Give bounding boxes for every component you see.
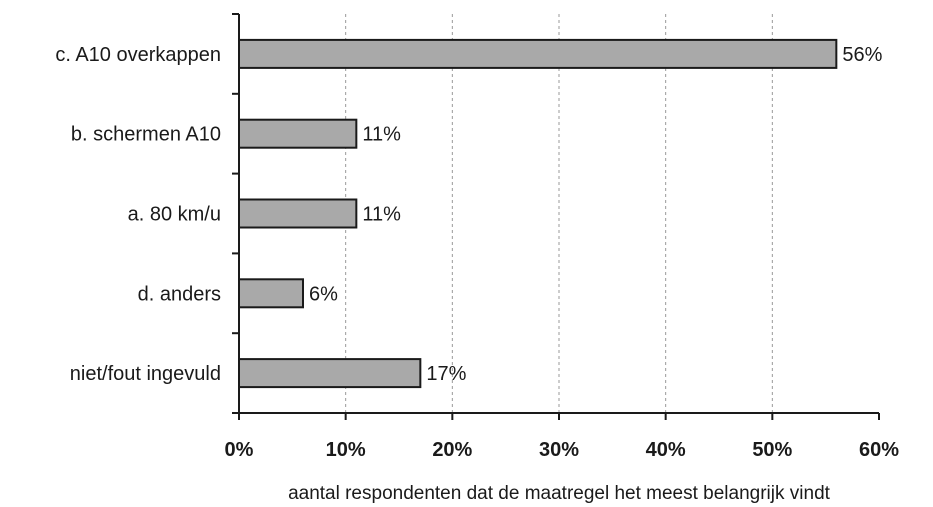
value-label: 11% (362, 124, 401, 146)
category-label: d. anders (138, 283, 221, 305)
bar (238, 38, 838, 69)
value-label: 11% (362, 204, 401, 226)
x-tick-label: 10% (326, 439, 366, 461)
axes (238, 14, 879, 414)
value-label: 17% (426, 363, 466, 385)
x-tick-label: 0% (225, 439, 254, 461)
grid-lines (232, 13, 880, 420)
x-tick-labels: 0% 10% 20% 30% 40% 50% 60% (225, 439, 900, 461)
bar (238, 358, 422, 389)
x-tick-label: 50% (752, 439, 792, 461)
x-tick-label: 60% (859, 439, 899, 461)
category-label: a. 80 km/u (128, 204, 221, 226)
x-tick-label: 20% (432, 439, 472, 461)
x-tick-label: 40% (646, 439, 686, 461)
value-label: 56% (842, 44, 882, 66)
category-label: niet/fout ingevuld (70, 363, 221, 385)
bars (238, 38, 838, 389)
value-labels: 56% 11% 11% 6% 17% (309, 44, 883, 385)
x-tick-label: 30% (539, 439, 579, 461)
x-axis-title: aantal respondenten dat de maatregel het… (288, 483, 831, 504)
category-label: c. A10 overkappen (55, 44, 221, 66)
category-label: b. schermen A10 (71, 124, 221, 146)
bar (238, 118, 358, 149)
value-label: 6% (309, 283, 338, 305)
bar (238, 198, 358, 229)
category-labels: c. A10 overkappen b. schermen A10 a. 80 km… (55, 44, 221, 385)
bar (238, 278, 304, 309)
